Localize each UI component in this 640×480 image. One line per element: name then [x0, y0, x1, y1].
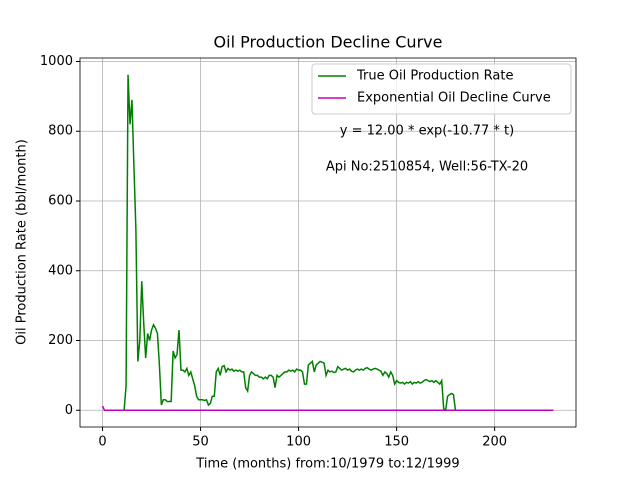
x-tick-label: 200: [482, 435, 507, 450]
y-axis-label: Oil Production Rate (bbl/month): [15, 139, 30, 345]
y-tick-label: 200: [48, 333, 73, 348]
x-tick-label: 50: [192, 435, 209, 450]
y-tick-label: 600: [48, 193, 73, 208]
legend-box: [311, 63, 572, 115]
y-tick-label: 800: [48, 124, 73, 139]
data-line: [101, 405, 554, 412]
legend-label: Exponential Oil Decline Curve: [357, 91, 551, 106]
annotation: y = 12.00 * exp(-10.77 * t): [340, 124, 514, 139]
annotation: Api No:2510854, Well:56-TX-20: [326, 160, 528, 175]
x-axis-label: Time (months) from:10/1979 to:12/1999: [195, 457, 459, 472]
legend-label: True Oil Production Rate: [356, 69, 513, 84]
x-tick-label: 100: [286, 435, 311, 450]
data-line: [123, 74, 464, 412]
chart-title: Oil Production Decline Curve: [214, 33, 443, 52]
x-tick-label: 0: [98, 435, 106, 450]
y-tick-label: 0: [65, 403, 73, 418]
y-tick-label: 1000: [40, 54, 73, 69]
axes-frame: [79, 57, 577, 428]
y-tick-label: 400: [48, 263, 73, 278]
x-tick-label: 150: [384, 435, 409, 450]
